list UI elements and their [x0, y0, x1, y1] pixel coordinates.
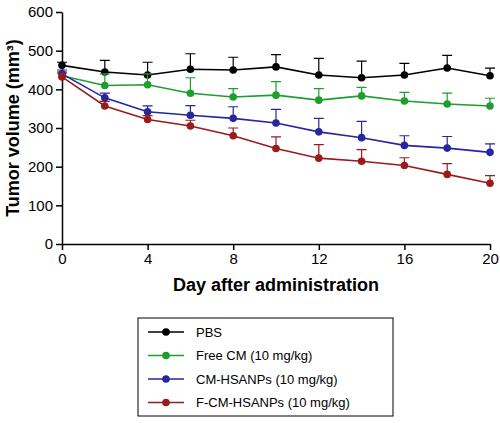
tick: 20	[482, 244, 499, 267]
tick-mark	[56, 244, 62, 246]
tick: 600	[28, 3, 62, 20]
data-point	[315, 96, 323, 104]
tick-label: 200	[28, 158, 53, 175]
data-point	[187, 111, 195, 119]
x-axis-title: Day after administration	[173, 275, 379, 295]
plot-area	[57, 54, 495, 187]
legend-label: PBS	[196, 325, 222, 340]
data-point	[401, 97, 409, 105]
series-line	[62, 76, 490, 106]
legend: PBS Free CM (10 mg/kg) CM-HSANPs (10 mg/kg…	[138, 318, 393, 416]
data-point	[401, 71, 409, 79]
data-point	[486, 149, 494, 157]
tick-label: 300	[28, 119, 53, 136]
series	[57, 54, 495, 82]
legend-box	[138, 318, 393, 416]
data-point	[443, 100, 451, 108]
tick-mark	[56, 89, 62, 91]
tick: 0	[58, 244, 66, 267]
data-point	[443, 171, 451, 179]
data-point	[315, 128, 323, 136]
tick-mark	[56, 205, 62, 207]
data-point	[358, 134, 366, 142]
tick-mark	[56, 128, 62, 130]
tick: 100	[28, 197, 62, 214]
tick-label: 16	[397, 250, 414, 267]
data-point	[187, 89, 195, 97]
data-point	[358, 74, 366, 82]
tick-mark	[56, 50, 62, 52]
data-point	[486, 179, 494, 187]
y-axis-title: Tumor volume (mm³)	[3, 39, 23, 217]
data-point	[315, 71, 323, 79]
tick: 0	[45, 235, 62, 252]
data-point	[486, 72, 494, 80]
tick-label: 600	[28, 3, 53, 20]
tick-label: 20	[482, 250, 499, 267]
legend-label: Free CM (10 mg/kg)	[196, 348, 312, 363]
data-point	[401, 162, 409, 170]
legend-marker	[162, 352, 170, 360]
chart: 0481216200100200300400500600Day after ad…	[0, 0, 500, 423]
tick-label: 0	[58, 250, 66, 267]
tick-label: 400	[28, 81, 53, 98]
tick: 4	[144, 244, 152, 267]
data-point	[272, 145, 280, 153]
tick-label: 0	[45, 235, 53, 252]
data-point	[229, 66, 237, 74]
tick: 500	[28, 42, 62, 59]
tick-mark	[56, 12, 62, 14]
tick: 400	[28, 81, 62, 98]
legend-label: F-CM-HSANPs (10 mg/kg)	[196, 395, 350, 410]
tick-label: 8	[230, 250, 238, 267]
series-line	[62, 77, 490, 183]
data-point	[144, 81, 152, 89]
data-point	[272, 91, 280, 99]
data-point	[58, 62, 66, 70]
data-point	[229, 132, 237, 140]
data-point	[315, 154, 323, 162]
series	[57, 70, 495, 156]
data-point	[272, 63, 280, 71]
tick-mark	[56, 166, 62, 168]
data-point	[144, 116, 152, 124]
axis-line	[63, 244, 491, 246]
data-point	[358, 92, 366, 100]
data-point	[229, 115, 237, 123]
tick-label: 500	[28, 42, 53, 59]
legend-marker	[162, 399, 170, 407]
tick: 16	[397, 244, 414, 267]
tick: 12	[311, 244, 328, 267]
series	[57, 73, 495, 187]
legend-marker	[162, 375, 170, 383]
data-point	[58, 73, 66, 81]
data-point	[443, 144, 451, 152]
x-axis: 0 4 8 12 16 20	[58, 244, 499, 267]
data-point	[101, 102, 109, 110]
tick: 8	[230, 244, 238, 267]
legend-item: Free CM (10 mg/kg)	[148, 348, 312, 363]
data-point	[229, 93, 237, 101]
data-point	[401, 142, 409, 150]
data-point	[486, 102, 494, 110]
legend-label: CM-HSANPs (10 mg/kg)	[196, 372, 338, 387]
y-axis: 0 100 200 300 400 500 600	[28, 3, 63, 252]
tick: 200	[28, 158, 62, 175]
legend-item: CM-HSANPs (10 mg/kg)	[148, 372, 338, 387]
legend-marker	[162, 328, 170, 336]
legend-item: F-CM-HSANPs (10 mg/kg)	[148, 395, 350, 410]
data-point	[443, 64, 451, 72]
tick-label: 12	[311, 250, 328, 267]
data-point	[187, 122, 195, 130]
legend-item: PBS	[148, 325, 222, 340]
data-point	[187, 65, 195, 73]
data-point	[144, 108, 152, 116]
data-point	[272, 119, 280, 127]
data-point	[101, 82, 109, 90]
tick: 300	[28, 119, 62, 136]
data-point	[358, 157, 366, 165]
tick-label: 4	[144, 250, 152, 267]
tick-label: 100	[28, 197, 53, 214]
data-point	[101, 94, 109, 102]
